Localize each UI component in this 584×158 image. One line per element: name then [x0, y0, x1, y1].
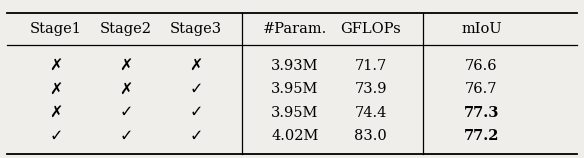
Text: 71.7: 71.7	[354, 59, 387, 73]
Text: 3.93M: 3.93M	[271, 59, 319, 73]
Text: 83.0: 83.0	[354, 129, 387, 143]
Text: ✓: ✓	[119, 105, 133, 120]
Text: ✗: ✗	[50, 105, 62, 120]
Text: #Param.: #Param.	[263, 22, 327, 36]
Text: 76.7: 76.7	[465, 82, 498, 96]
Text: ✗: ✗	[189, 58, 203, 73]
Text: 77.2: 77.2	[464, 129, 499, 143]
Text: GFLOPs: GFLOPs	[340, 22, 401, 36]
Text: ✓: ✓	[189, 105, 203, 120]
Text: ✓: ✓	[50, 129, 62, 144]
Text: Stage2: Stage2	[100, 22, 152, 36]
Text: 3.95M: 3.95M	[271, 82, 319, 96]
Text: Stage1: Stage1	[30, 22, 82, 36]
Text: ✗: ✗	[119, 58, 133, 73]
Text: 76.6: 76.6	[465, 59, 498, 73]
Text: 74.4: 74.4	[354, 106, 387, 120]
Text: 3.95M: 3.95M	[271, 106, 319, 120]
Text: Stage3: Stage3	[170, 22, 222, 36]
Text: ✗: ✗	[119, 82, 133, 97]
Text: ✓: ✓	[189, 82, 203, 97]
Text: 73.9: 73.9	[354, 82, 387, 96]
Text: ✗: ✗	[50, 58, 62, 73]
Text: 4.02M: 4.02M	[271, 129, 319, 143]
Text: ✓: ✓	[189, 129, 203, 144]
Text: 77.3: 77.3	[464, 106, 499, 120]
Text: ✗: ✗	[50, 82, 62, 97]
Text: mIoU: mIoU	[461, 22, 502, 36]
Text: ✓: ✓	[119, 129, 133, 144]
